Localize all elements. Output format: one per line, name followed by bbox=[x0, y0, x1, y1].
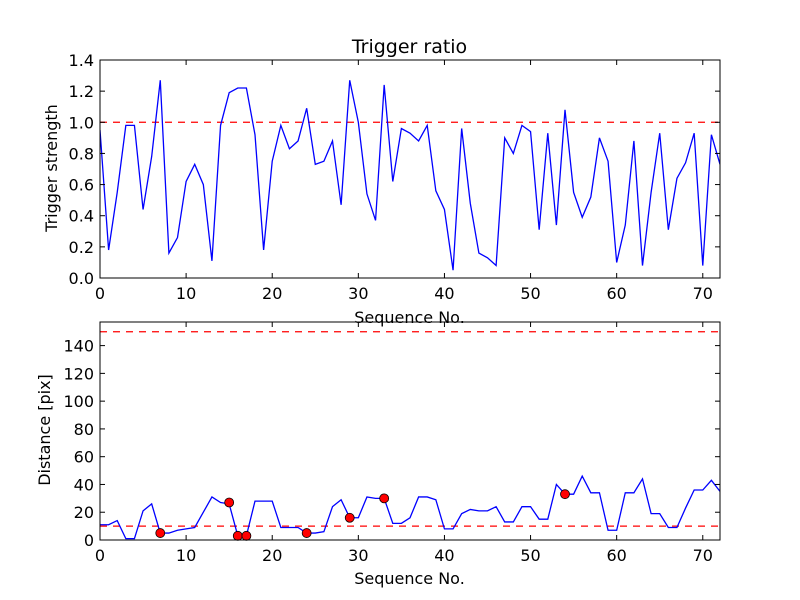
trigger-ytick-label: 0.0 bbox=[69, 269, 94, 288]
trigger-xtick-label: 30 bbox=[348, 284, 368, 303]
distance-marker-point bbox=[155, 528, 166, 538]
distance-marker-point bbox=[224, 497, 235, 508]
trigger-ratio-ylabel: Trigger strength bbox=[42, 104, 61, 233]
distance-axes-frame bbox=[99, 321, 721, 541]
distance-xtick-label: 70 bbox=[693, 546, 713, 565]
distance-marker-point bbox=[241, 530, 252, 541]
trigger-xtick-label: 0 bbox=[95, 284, 105, 303]
distance-xtick-label: 0 bbox=[95, 546, 105, 565]
distance-series-line-0 bbox=[100, 474, 720, 540]
distance-marker-point bbox=[379, 493, 390, 504]
distance-marker-point bbox=[232, 530, 243, 541]
distance-ytick-label: 20 bbox=[74, 503, 94, 522]
distance-marker-point bbox=[560, 489, 570, 500]
trigger-ytick-label: 1.4 bbox=[69, 51, 94, 70]
trigger-ytick-label: 1.0 bbox=[69, 113, 94, 132]
trigger-axes-frame bbox=[99, 59, 721, 279]
trigger-ratio-title: Trigger ratio bbox=[351, 36, 467, 58]
trigger-series-line-0 bbox=[100, 80, 720, 271]
trigger-xtick-label: 10 bbox=[176, 284, 196, 303]
trigger-ytick-label: 0.8 bbox=[69, 144, 94, 163]
distance-ytick-label: 100 bbox=[63, 392, 94, 411]
trigger-xtick-label: 40 bbox=[434, 284, 454, 303]
distance-xlabel: Sequence No. bbox=[354, 569, 465, 588]
trigger-ratio-plot: Trigger ratio Trigger strength Sequence … bbox=[42, 36, 721, 327]
distance-ytick-label: 120 bbox=[63, 364, 94, 383]
distance-xtick-label: 20 bbox=[262, 546, 282, 565]
distance-xtick-label: 40 bbox=[434, 546, 454, 565]
distance-xtick-label: 60 bbox=[606, 546, 626, 565]
distance-xtick-label: 30 bbox=[348, 546, 368, 565]
distance-ytick-label: 60 bbox=[74, 448, 94, 467]
trigger-ratio-xlabel: Sequence No. bbox=[354, 308, 465, 327]
distance-ytick-label: 40 bbox=[74, 475, 94, 494]
trigger-ytick-label: 0.4 bbox=[69, 207, 94, 226]
trigger-xtick-label: 20 bbox=[262, 284, 282, 303]
distance-ytick-label: 0 bbox=[84, 531, 94, 550]
trigger-ytick-label: 0.2 bbox=[69, 238, 94, 257]
trigger-ytick-label: 0.6 bbox=[69, 176, 94, 195]
distance-xtick-label: 50 bbox=[520, 546, 540, 565]
distance-marker-point bbox=[344, 512, 355, 523]
distance-ytick-label: 80 bbox=[74, 420, 94, 439]
distance-ytick-label: 140 bbox=[63, 337, 94, 356]
trigger-ytick-label: 1.2 bbox=[69, 82, 94, 101]
trigger-xtick-label: 50 bbox=[520, 284, 540, 303]
distance-plot: Distance [pix] Sequence No. 0 10 20 30 40 50 6… bbox=[35, 321, 721, 588]
distance-marker-point bbox=[301, 528, 312, 538]
trigger-xtick-label: 60 bbox=[606, 284, 626, 303]
trigger-xtick-label: 70 bbox=[693, 284, 713, 303]
distance-xtick-label: 10 bbox=[176, 546, 196, 565]
distance-ylabel: Distance [pix] bbox=[35, 374, 54, 486]
